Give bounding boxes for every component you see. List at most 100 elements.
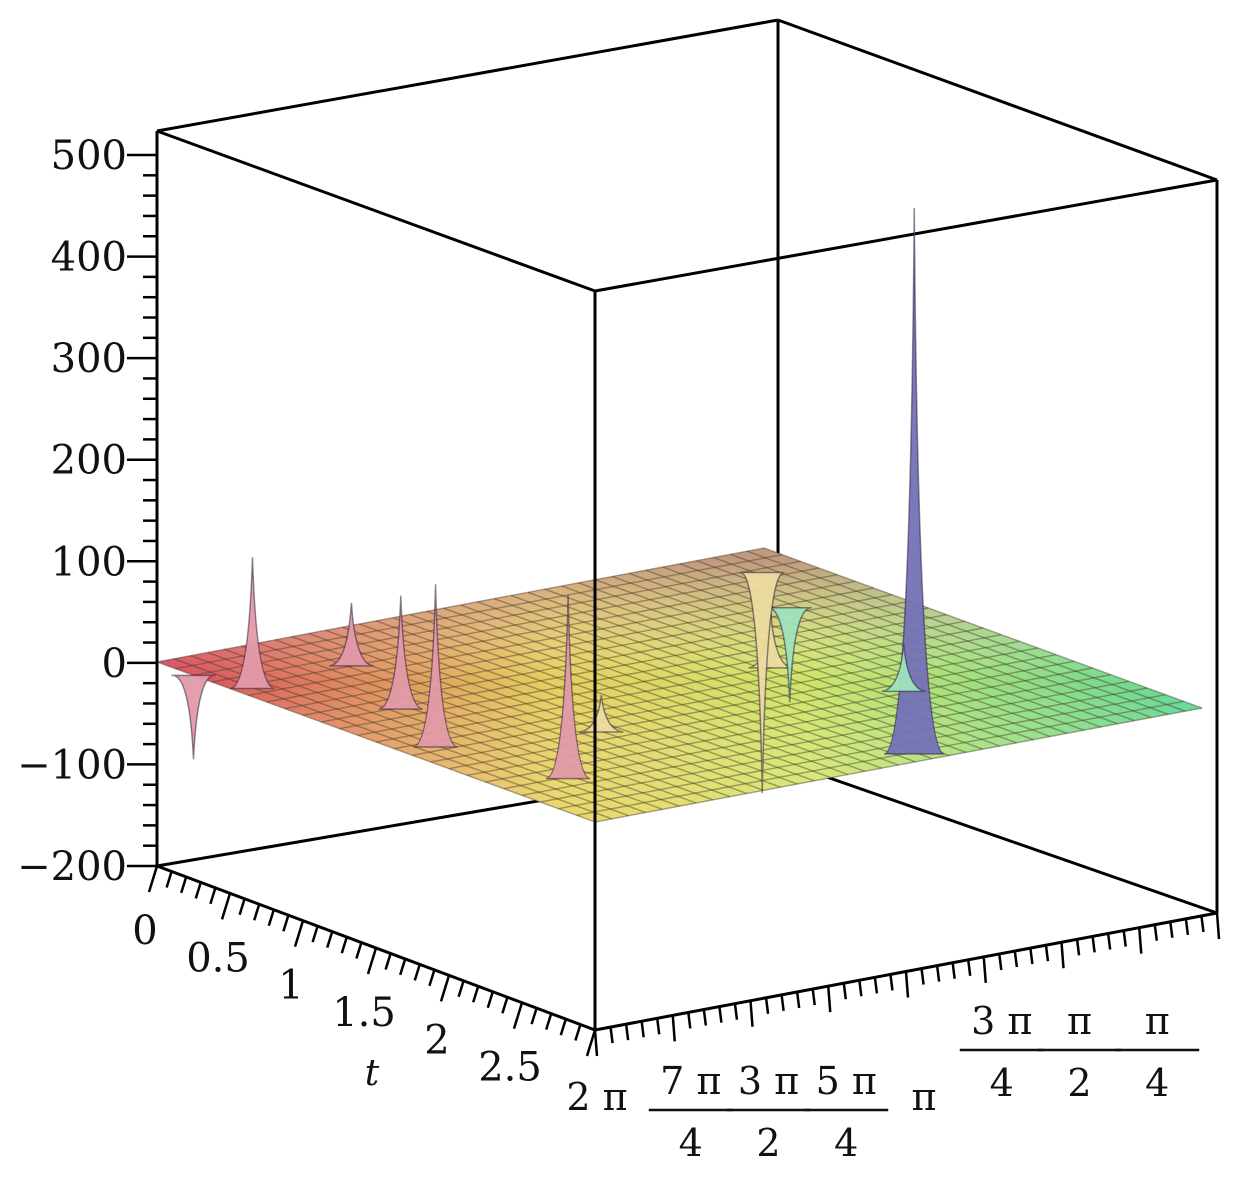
x-tick-39	[1200, 915, 1205, 933]
x-tick-label-den: 2	[756, 1121, 780, 1165]
x-tick-18	[873, 977, 879, 994]
grid-line-x-27	[308, 632, 747, 795]
x-tick-20	[904, 971, 910, 998]
x-tick-label-num: 3 π	[971, 999, 1032, 1043]
x-tick-label-den: 2	[1067, 1061, 1091, 1105]
box-edge-back-2	[156, 129, 596, 293]
grid-line-x-0	[763, 547, 1203, 709]
t-tick-6	[238, 898, 246, 916]
x-tick-14	[811, 988, 816, 1006]
t-tick-label: 2.5	[478, 1045, 542, 1091]
t-tick-2	[180, 876, 188, 894]
x-tick-4	[655, 1018, 661, 1035]
grid-line-x-15	[510, 594, 950, 757]
t-tick-30	[585, 1029, 597, 1057]
t-tick-27	[545, 1013, 553, 1030]
x-tick-label: π	[912, 1075, 937, 1119]
t-tick-7	[253, 903, 261, 921]
grid-line-x-9	[612, 575, 1051, 738]
grid-line-x-30	[257, 642, 697, 804]
peak-6	[579, 695, 624, 733]
box-edge-back-0	[156, 18, 779, 133]
t-tick-26	[530, 1007, 538, 1025]
x-tick-11	[764, 997, 770, 1014]
t-tick-28	[559, 1018, 567, 1036]
grid-line-t-20	[521, 680, 1130, 797]
t-tick-21	[457, 980, 465, 998]
x-tick-8	[718, 1006, 723, 1023]
grid-line-t-16	[448, 653, 1057, 770]
peak-9	[171, 674, 216, 760]
grid-line-x-14	[527, 591, 967, 753]
x-tick-33	[1106, 933, 1112, 950]
grid-line-t-19	[503, 673, 1111, 790]
x-tick-25	[982, 956, 987, 983]
t-tick-9	[282, 914, 290, 932]
x-tick-16	[842, 983, 848, 1000]
grid-line-x-19	[443, 607, 882, 769]
grid-line-t-1	[175, 553, 783, 670]
t-tick-8	[267, 909, 275, 927]
x-tick-37	[1169, 921, 1174, 938]
x-tick-label-den: 4	[834, 1121, 858, 1165]
peak-1	[230, 557, 275, 690]
x-tick-38	[1184, 918, 1190, 936]
x-tick-6	[687, 1012, 692, 1029]
x-tick-21	[920, 968, 925, 985]
t-tick-13	[340, 936, 348, 954]
t-tick-23	[486, 991, 494, 1009]
t-tick-22	[472, 985, 480, 1003]
x-tick-36	[1153, 924, 1159, 941]
x-tick-label-num: 7 π	[660, 1059, 721, 1103]
z-tick-label: −200	[17, 844, 127, 890]
x-tick-label-num: π	[1067, 999, 1092, 1043]
t-tick-5	[220, 892, 232, 920]
grid-line-x-21	[409, 613, 849, 776]
surface-peaks	[171, 207, 945, 794]
z-tick-label: 500	[51, 133, 127, 179]
t-tick-1	[165, 871, 173, 888]
grid-line-t-24	[594, 707, 1203, 823]
x-tick-29	[1044, 945, 1050, 962]
x-tick-26	[998, 953, 1003, 971]
x-tick-40	[1215, 912, 1221, 940]
x-tick-31	[1075, 939, 1081, 956]
x-tick-label-num: 3 π	[738, 1059, 799, 1103]
x-tick-label-den: 4	[1145, 1061, 1169, 1105]
x-tick-13	[795, 991, 801, 1009]
x-tick-3	[640, 1021, 645, 1038]
grid-line-t-12	[375, 627, 984, 743]
grid-line-x-11	[578, 582, 1017, 744]
t-tick-20	[439, 974, 451, 1002]
peak-4	[545, 594, 591, 780]
x-tick-34	[1122, 930, 1127, 947]
x-tick-2	[624, 1023, 630, 1041]
z-tick-label: 100	[51, 539, 127, 585]
x-tick-17	[858, 980, 863, 997]
x-tick-28	[1029, 947, 1034, 965]
grid-line-t-23	[576, 700, 1184, 817]
x-tick-label-num: 5 π	[816, 1059, 877, 1103]
peak-0	[883, 207, 945, 755]
grid-line-x-31	[241, 645, 680, 807]
grid-line-t-3	[211, 567, 819, 683]
t-tick-12	[326, 931, 334, 948]
t-tick-label: 1.5	[332, 990, 396, 1036]
grid-line-x-3	[713, 556, 1152, 719]
x-tick-label: 2 π	[566, 1075, 627, 1119]
x-tick-30	[1060, 942, 1065, 969]
peak-10	[767, 607, 812, 703]
box-edge-back-1	[777, 18, 1218, 182]
grid-line-t-2	[193, 560, 801, 677]
grid-line-t-4	[229, 573, 838, 690]
x-tick-22	[935, 965, 941, 982]
grid-line-x-36	[156, 661, 596, 823]
x-tick-19	[889, 974, 894, 991]
x-tick-9	[733, 1003, 739, 1020]
grid-line-t-21	[540, 687, 1148, 803]
t-tick-3	[194, 882, 202, 899]
t-tick-0	[147, 865, 159, 893]
x-tick-label-num: π	[1145, 999, 1170, 1043]
